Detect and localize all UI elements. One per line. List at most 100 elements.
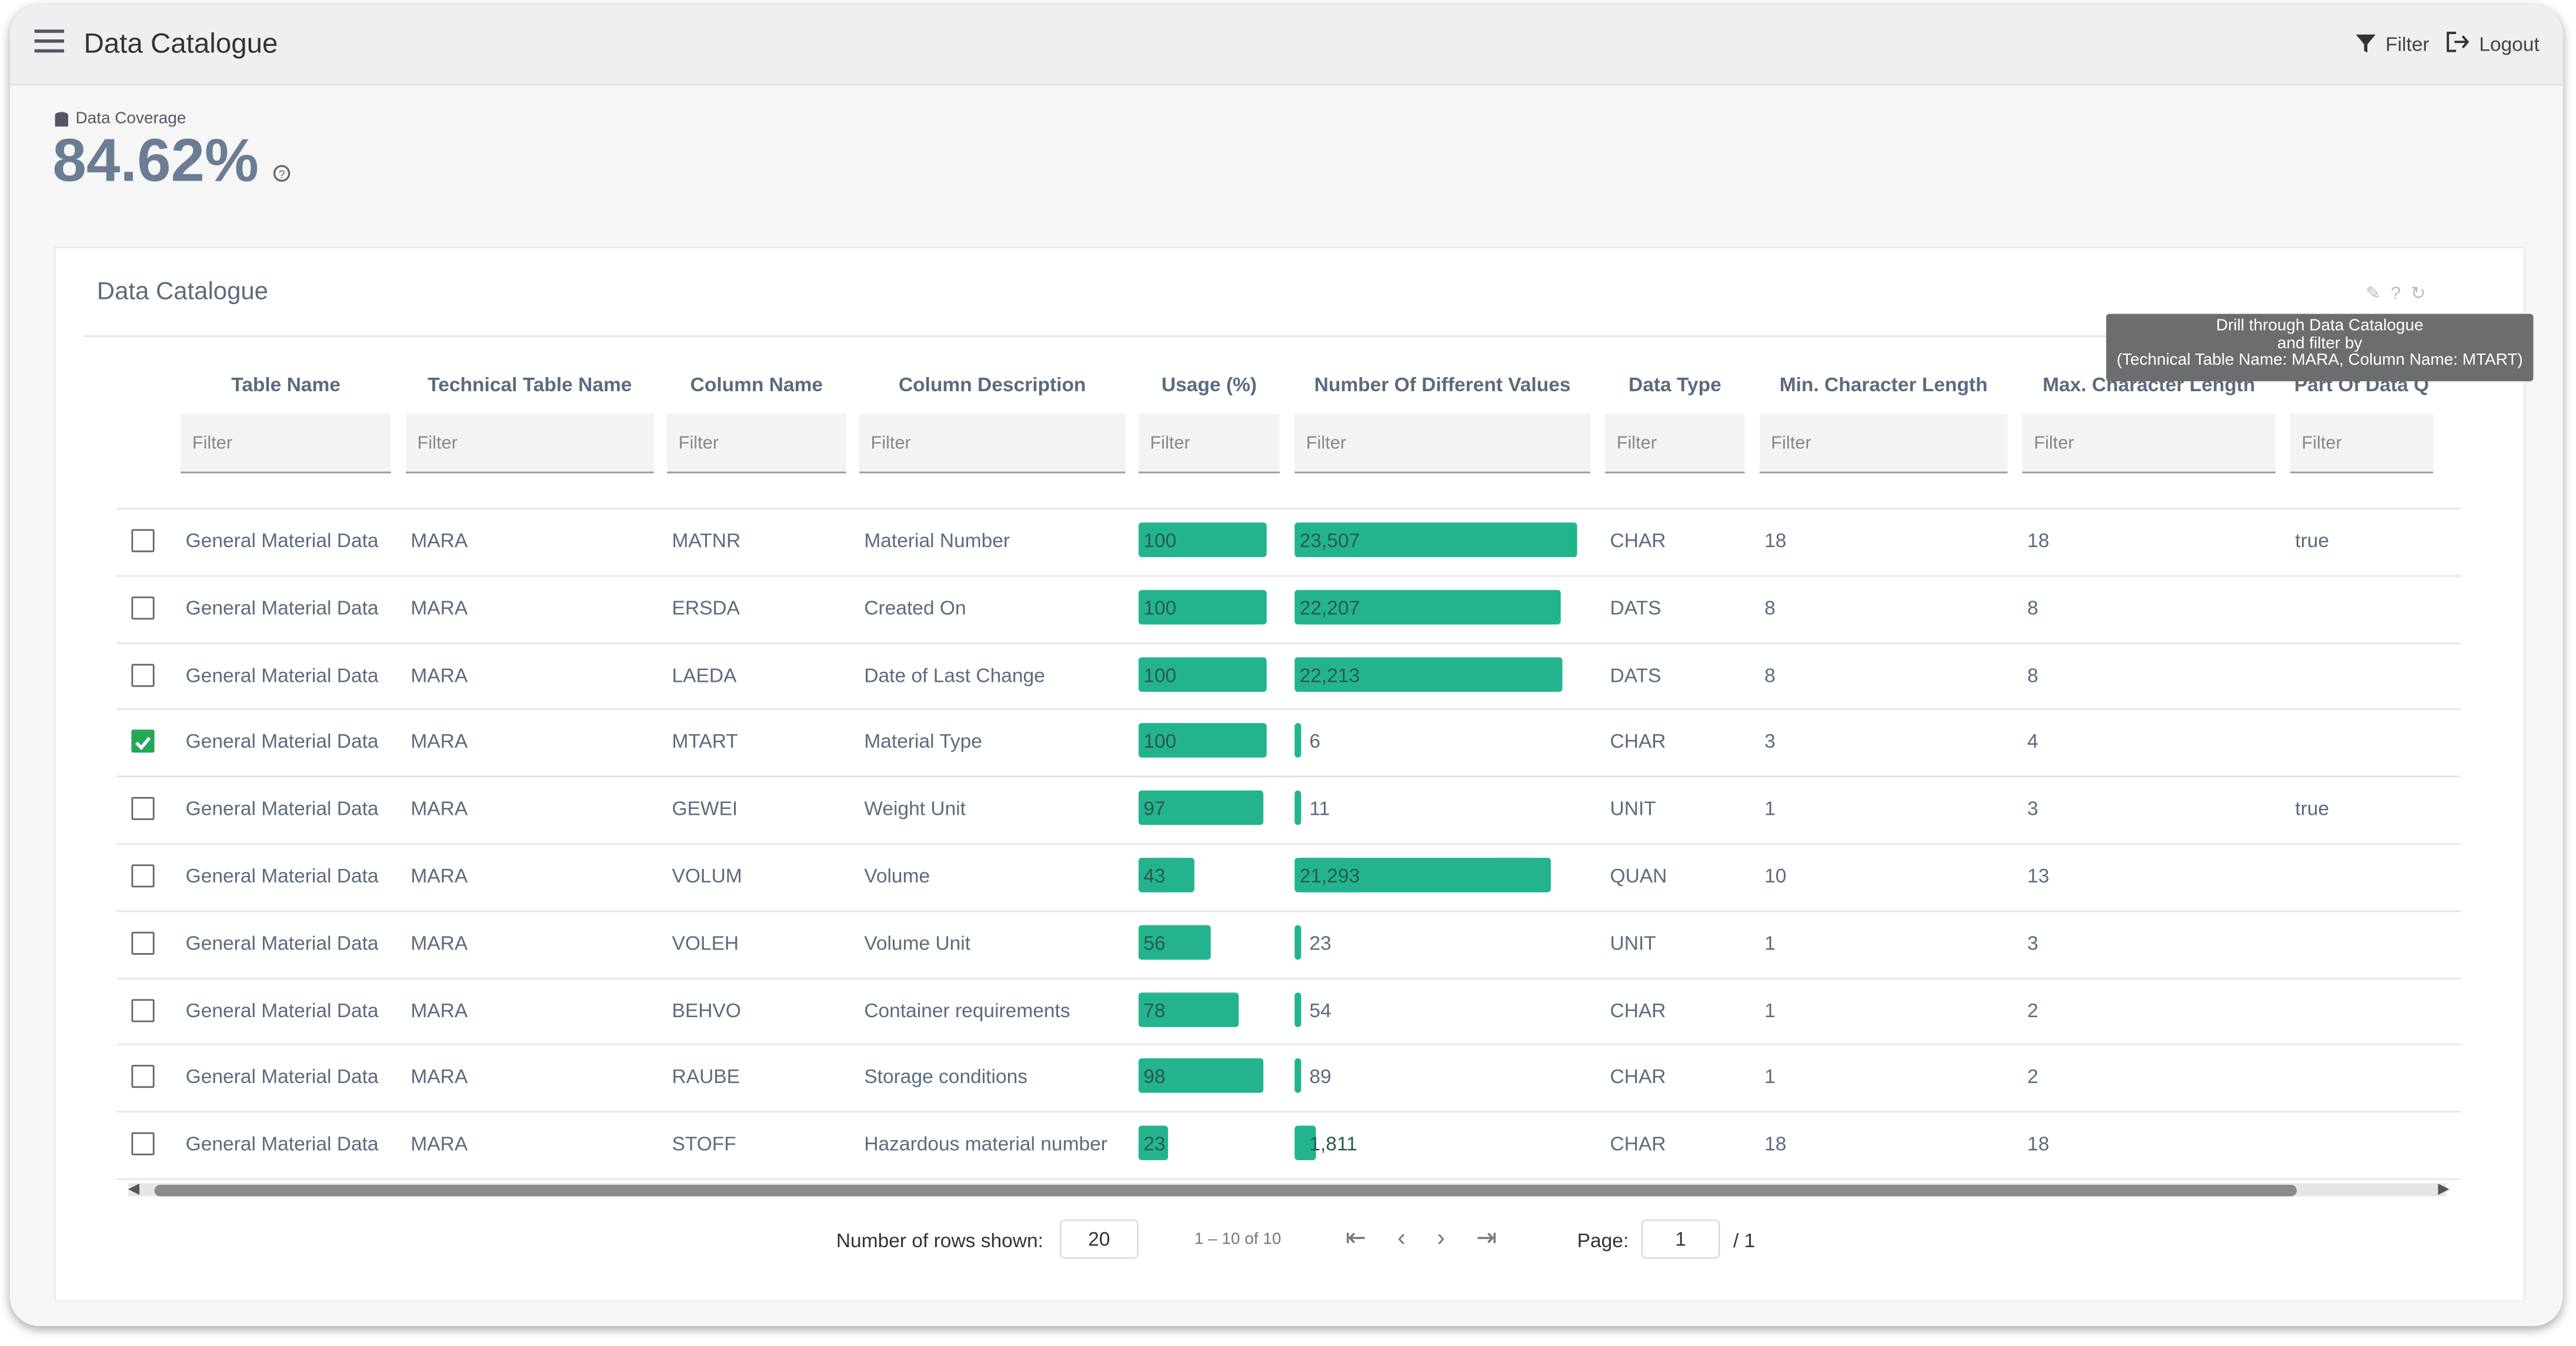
filter-input[interactable]: Filter [1294,414,1590,474]
table-cell: 23 [1309,929,1331,956]
filter-input[interactable]: Filter [406,414,654,474]
row-divider [116,1178,2461,1180]
table-cell: 43 [1143,863,1165,889]
row-checkbox[interactable] [131,864,154,887]
value-bar [1294,791,1301,825]
row-divider [116,1111,2461,1113]
column-header: Number Of Different Values [1294,373,1590,396]
svg-text:?: ? [279,168,285,181]
page-input[interactable]: 1 [1641,1220,1720,1259]
table-cell: General Material Data [186,1064,379,1090]
table-cell: General Material Data [186,997,379,1023]
row-checkbox[interactable] [131,596,154,619]
table-cell: MARA [411,863,468,889]
table-cell: 100 [1143,595,1176,621]
table-cell: 2 [2027,1064,2038,1090]
row-checkbox[interactable] [131,529,154,552]
rows-input[interactable]: 20 [1060,1220,1139,1259]
table-cell: VOLEH [672,929,739,956]
table-cell: 1 [1764,796,1776,822]
table-cell: MARA [411,1131,468,1157]
filter-button[interactable]: Filter [2385,33,2430,56]
column-header: Technical Table Name [406,373,654,396]
table-cell: DATS [1610,662,1661,688]
coverage-value: 84.62% [52,126,259,195]
app-window: Data Catalogue Filter Logout Data Covera… [10,5,2563,1326]
value-bar [1294,1059,1301,1094]
table-cell: 13 [2027,863,2049,889]
table-cell: Container requirements [864,997,1070,1023]
filter-icon [2356,35,2376,53]
table-cell: 23 [1143,1131,1165,1157]
tooltip-line: (Technical Table Name: MARA, Column Name… [2106,354,2533,371]
table-cell: UNIT [1610,796,1656,822]
filter-input[interactable]: Filter [1605,414,1744,474]
logout-icon [2446,31,2469,52]
help-icon[interactable]: ? [273,164,291,182]
filter-input[interactable]: Filter [1760,414,2008,474]
table-cell: ERSDA [672,595,740,621]
table-cell: 56 [1143,929,1165,956]
row-checkbox[interactable] [131,931,154,954]
column-header: Min. Character Length [1760,373,2008,396]
table-cell: 18 [1764,528,1786,554]
value-bar [1294,724,1301,758]
table-cell: BEHVO [672,997,741,1023]
row-divider [116,1044,2461,1046]
filter-input[interactable]: Filter [859,414,1126,474]
column-header: Table Name [181,373,391,396]
filter-input[interactable]: Filter [2023,414,2275,474]
table-cell: 8 [1764,595,1776,621]
db-icon [54,112,69,128]
table-cell: VOLUM [672,863,742,889]
column-header: Usage (%) [1139,373,1280,396]
table-cell: 22,213 [1300,662,1360,688]
row-checkbox[interactable] [131,1065,154,1088]
value-bar [1294,925,1301,959]
table-cell: 3 [2027,796,2038,822]
row-divider [116,575,2461,577]
table-cell: DATS [1610,595,1661,621]
table-cell: 22,207 [1300,595,1360,621]
tooltip-line: and filter by [2106,336,2533,353]
top-bar: Data Catalogue Filter Logout [10,5,2563,85]
table-cell: MATNR [672,528,741,554]
logout-button[interactable]: Logout [2479,33,2540,56]
table-cell: MARA [411,796,468,822]
row-checkbox[interactable] [131,797,154,820]
table-cell: GEWEI [672,796,738,822]
scroll-thumb[interactable] [155,1185,2297,1197]
filter-input[interactable]: Filter [2290,414,2433,474]
table-cell: General Material Data [186,528,379,554]
row-divider [116,910,2461,912]
table-cell: true [2295,796,2329,822]
table-cell: 1,811 [1309,1131,1357,1157]
scroll-left[interactable]: ◀ [128,1180,139,1198]
column-header: Data Type [1605,373,1744,396]
table-cell: 97 [1143,796,1165,822]
page-nav[interactable]: ⇤‹›⇥ [1346,1222,1528,1252]
filter-input[interactable]: Filter [181,414,391,474]
table-cell: UNIT [1610,929,1656,956]
coverage-label: Data Coverage [75,110,186,128]
table-cell: General Material Data [186,1131,379,1157]
row-checkbox[interactable] [131,730,154,753]
table-cell: STOFF [672,1131,736,1157]
table-cell: 21,293 [1300,863,1360,889]
row-checkbox[interactable] [131,1132,154,1155]
menu-icon[interactable] [33,28,66,54]
table-cell: MARA [411,929,468,956]
table-cell: 8 [1764,662,1776,688]
table-cell: CHAR [1610,729,1666,755]
table-cell: 18 [2027,1131,2049,1157]
filter-input[interactable]: Filter [667,414,846,474]
table-cell: 54 [1309,997,1331,1023]
filter-input[interactable]: Filter [1139,414,1280,474]
row-checkbox[interactable] [131,998,154,1021]
table-cell: Weight Unit [864,796,966,822]
table-cell: General Material Data [186,929,379,956]
table-cell: General Material Data [186,863,379,889]
row-checkbox[interactable] [131,663,154,686]
scroll-right[interactable]: ▶ [2438,1180,2449,1198]
